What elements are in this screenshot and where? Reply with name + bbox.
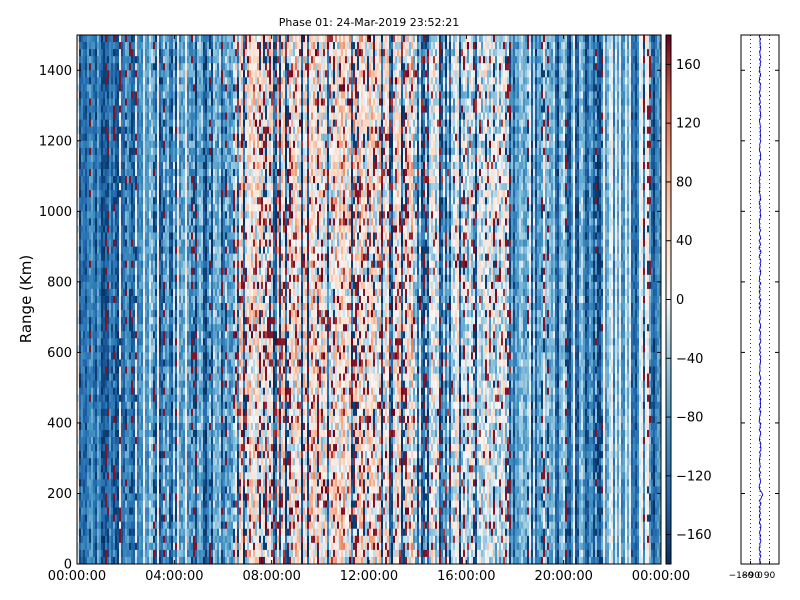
phase-figure: Phase 01: 24-Mar-2019 23:52:21 020040060… bbox=[0, 0, 800, 600]
chart-title: Phase 01: 24-Mar-2019 23:52:21 bbox=[279, 16, 459, 29]
heatmap-cells bbox=[77, 35, 662, 565]
